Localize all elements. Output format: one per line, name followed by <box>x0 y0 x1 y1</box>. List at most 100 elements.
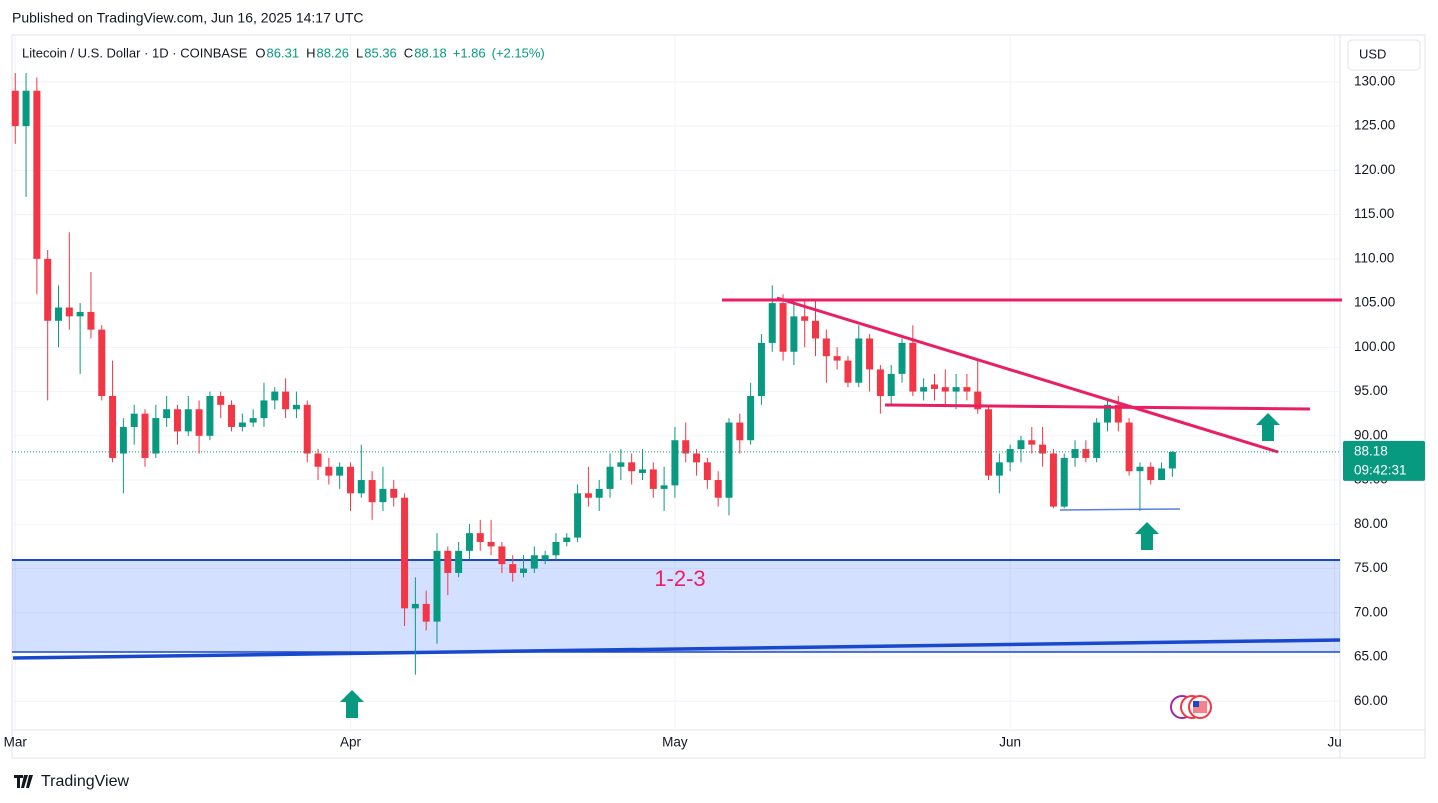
arrow-up <box>1256 413 1280 441</box>
ohlc-value: 85.36 <box>364 45 397 60</box>
candle-body <box>660 485 668 489</box>
candle-body <box>844 360 852 383</box>
candle-body <box>552 541 560 556</box>
candle-body <box>1093 422 1101 458</box>
currency: USD <box>1359 46 1386 61</box>
candle-body <box>476 533 484 542</box>
candle-body <box>1071 449 1079 458</box>
candle-body <box>768 303 776 343</box>
pattern-label: 1-2-3 <box>654 566 705 591</box>
candles <box>11 73 1176 675</box>
candle-body <box>325 466 333 476</box>
candle-body <box>1006 449 1014 463</box>
ohlc-value: +1.86 <box>453 45 486 60</box>
candle-body <box>411 603 419 609</box>
candle-body <box>790 316 798 352</box>
candle-body <box>390 488 398 498</box>
candle-body <box>346 466 354 494</box>
candle-body <box>228 404 236 427</box>
chart-frame <box>11 34 1426 759</box>
candle-body <box>119 426 127 454</box>
ohlc-value: O <box>255 45 265 60</box>
candle-body <box>920 387 928 392</box>
trend-line <box>12 638 1341 660</box>
candle-body <box>812 320 820 339</box>
y-tick-label: 115.00 <box>1354 206 1394 221</box>
candle-body <box>779 303 787 352</box>
candle-body <box>379 488 387 503</box>
x-tick-label: Ju <box>1327 735 1341 750</box>
price-tag-label: 88.18 <box>1354 443 1388 458</box>
grid <box>12 35 1340 730</box>
candle-body <box>541 555 549 560</box>
candle-body <box>173 409 181 432</box>
candle-body <box>595 488 603 498</box>
candle-body <box>584 493 592 498</box>
x-tick-label: Mar <box>4 735 28 750</box>
candle-body <box>163 409 171 419</box>
candle-body <box>271 391 279 401</box>
ohlc-value: 86.31 <box>267 45 300 60</box>
logo <box>14 775 33 788</box>
ohlc-value: 88.18 <box>414 45 447 60</box>
event-icons <box>1170 695 1212 719</box>
support-line <box>1059 508 1181 511</box>
candle-body <box>455 550 463 573</box>
candle-body <box>876 369 884 396</box>
candle-body <box>217 395 225 405</box>
candle-body <box>195 409 203 436</box>
candle-body <box>638 469 646 473</box>
candle-body <box>357 480 365 494</box>
candle-body <box>206 395 214 436</box>
candle-body <box>1168 451 1176 469</box>
candle-body <box>736 422 744 441</box>
candle-body <box>628 462 636 472</box>
candle-body <box>520 568 528 573</box>
candle-body <box>314 453 322 467</box>
y-tick-label: 105.00 <box>1354 295 1395 310</box>
candle-body <box>1049 453 1057 507</box>
candle-body <box>184 409 192 432</box>
ohlc-value: (+2.15%) <box>492 45 545 60</box>
candle-body <box>952 387 960 392</box>
candle-body <box>1028 440 1036 445</box>
candle-body <box>606 466 614 489</box>
ohlc-value: H <box>306 45 315 60</box>
legend: Litecoin / U.S. Dollar · 1D · COINBASE O… <box>22 45 545 60</box>
arrow-up <box>340 690 364 718</box>
candle-body <box>747 395 755 441</box>
candle-body <box>1125 422 1133 472</box>
candle-body <box>1039 444 1047 454</box>
descending-line <box>776 296 1279 454</box>
ohlc-value: C <box>404 45 413 60</box>
y-tick-label: 65.00 <box>1354 649 1388 664</box>
candle-body <box>292 404 300 410</box>
candle-body <box>260 400 268 419</box>
candle-body <box>909 342 917 392</box>
candle-body <box>898 342 906 374</box>
candle-body <box>725 422 733 498</box>
candle-body <box>974 391 982 410</box>
candle-body <box>65 307 73 317</box>
y-tick-label: 110.00 <box>1354 250 1394 265</box>
ohlc-value: L <box>356 45 363 60</box>
candle-body <box>44 258 52 321</box>
y-tick-label: 70.00 <box>1354 604 1388 619</box>
candle-body <box>130 413 138 427</box>
candle-body <box>368 480 376 503</box>
y-tick-label: 130.00 <box>1354 73 1395 88</box>
candle-body <box>1158 468 1166 481</box>
x-tick-label: May <box>662 735 688 750</box>
candle-body <box>1103 404 1111 423</box>
candle-body <box>98 329 106 396</box>
candle-body <box>985 409 993 476</box>
candle-body <box>941 387 949 392</box>
y-tick-label: 60.00 <box>1354 693 1388 708</box>
flag <box>1193 701 1199 707</box>
candle-body <box>963 387 971 392</box>
y-tick-label: 120.00 <box>1354 162 1395 177</box>
candle-body <box>1060 457 1068 507</box>
published-note: Published on TradingView.com, Jun 16, 20… <box>12 10 364 26</box>
currency-button[interactable] <box>1347 39 1421 71</box>
